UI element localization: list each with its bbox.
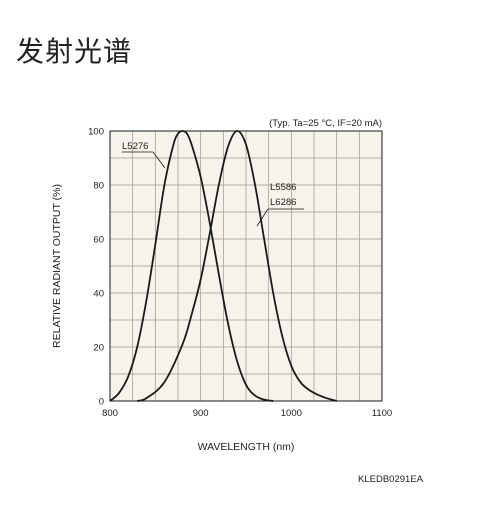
series-label-l5276-leader — [152, 151, 166, 169]
conditions-note: (Typ. Ta=25 °C, IF=20 mA) — [269, 118, 382, 129]
series-line-1 — [109, 130, 274, 402]
y-tick-label: 80 — [93, 181, 104, 192]
x-tick-label: 900 — [193, 408, 209, 419]
figure-code: KLEDB0291EA — [358, 474, 423, 485]
series-label-l5276: L5276 — [122, 141, 148, 152]
series-lines — [109, 130, 337, 402]
x-tick-label: 800 — [102, 408, 118, 419]
tick-labels: 800 900 1000 1100 0 20 40 60 80 100 — [88, 127, 392, 420]
y-axis-label: RELATIVE RADIANT OUTPUT (%) — [51, 184, 63, 348]
plot-frame — [109, 130, 383, 402]
y-tick-label: 0 — [99, 397, 104, 408]
x-axis-label: WAVELENGTH (nm) — [198, 441, 295, 453]
series-label-l5586: L5586 — [270, 182, 296, 193]
y-tick-label: 40 — [93, 289, 104, 300]
series-line-2 — [136, 130, 337, 402]
series-label-l5586-leader — [256, 208, 269, 227]
y-tick-label: 20 — [93, 343, 104, 354]
page-title: 发射光谱 — [16, 35, 133, 68]
y-tick-label: 100 — [88, 127, 104, 138]
series-label-l6286: L6286 — [270, 197, 296, 208]
x-tick-label: 1000 — [281, 408, 302, 419]
x-tick-label: 1100 — [372, 408, 392, 419]
y-tick-label: 60 — [93, 235, 104, 246]
